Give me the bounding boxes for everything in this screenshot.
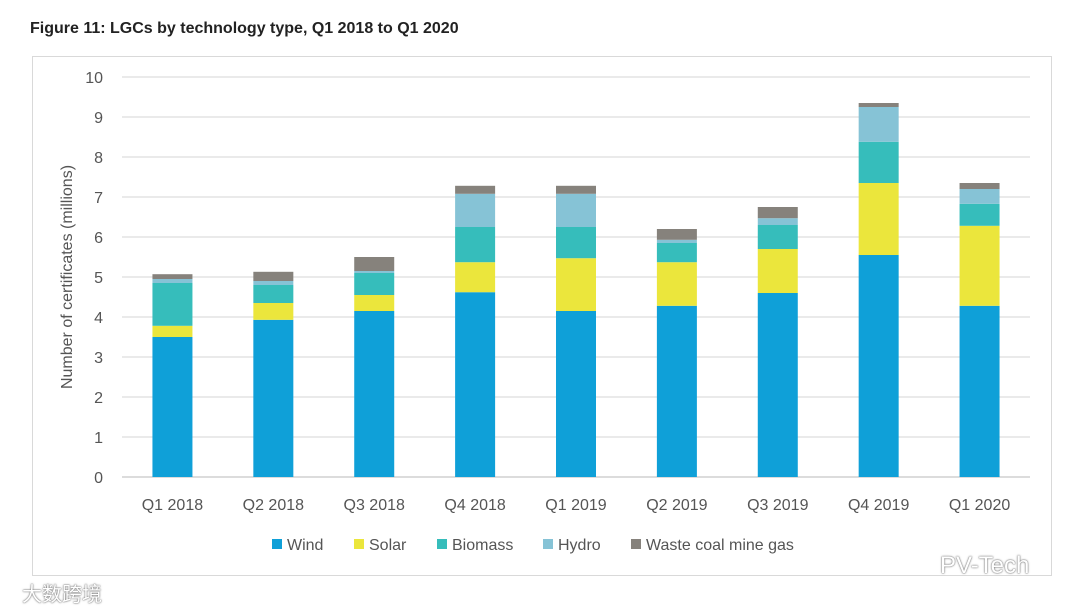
bar-segment-hydro: [959, 189, 1000, 204]
bar-segment-wind: [556, 311, 596, 477]
x-tick-label: Q4 2019: [848, 497, 909, 514]
x-tick-label: Q1 2019: [545, 497, 606, 514]
x-tick-label: Q3 2018: [344, 497, 405, 514]
bar-segment-wind: [959, 305, 1000, 477]
legend-swatch: [354, 539, 364, 549]
bar-segment-waste-coal-mine-gas: [959, 183, 1000, 189]
bar-segment-solar: [253, 303, 294, 320]
bar-segment-waste-coal-mine-gas: [858, 103, 899, 107]
watermark-left: 大数跨境: [22, 584, 102, 606]
bar-segment-waste-coal-mine-gas: [656, 229, 697, 240]
bar-segment-solar: [757, 249, 798, 293]
legend-swatch: [543, 539, 553, 549]
x-tick-label: Q2 2018: [243, 497, 304, 514]
legend-swatch: [272, 539, 282, 549]
bar-segment-biomass: [354, 273, 395, 295]
legend-label: Biomass: [452, 537, 513, 554]
bar-segment-biomass: [152, 283, 193, 326]
x-tick-label: Q3 2019: [747, 497, 808, 514]
bar-segment-waste-coal-mine-gas: [556, 185, 596, 194]
bar-segment-wind: [656, 305, 697, 477]
bar-segment-biomass: [455, 227, 496, 263]
y-tick-label: 10: [85, 70, 103, 87]
legend-swatch: [437, 539, 447, 549]
bar-segment-solar: [354, 295, 395, 311]
legend-label: Solar: [369, 537, 407, 554]
y-tick-label: 3: [94, 350, 103, 367]
bar-segment-waste-coal-mine-gas: [152, 274, 193, 279]
bar-segment-solar: [455, 262, 496, 293]
bar-segment-hydro: [858, 107, 899, 142]
bar-segment-wind: [858, 255, 899, 477]
x-tick-label: Q4 2018: [444, 497, 505, 514]
bar-segment-wind: [152, 337, 193, 477]
bar-segment-wind: [757, 293, 798, 477]
bar-segment-waste-coal-mine-gas: [354, 257, 395, 271]
bar-segment-wind: [253, 319, 294, 477]
bar-segment-biomass: [656, 243, 697, 263]
x-tick-label: Q2 2019: [646, 497, 707, 514]
bar-segment-biomass: [757, 225, 798, 249]
bar-segment-hydro: [656, 239, 697, 243]
y-tick-label: 5: [94, 270, 103, 287]
bar-segment-wind: [354, 311, 395, 477]
bar-segment-solar: [556, 258, 596, 311]
x-tick-label: Q1 2018: [142, 497, 203, 514]
chart-title: Figure 11: LGCs by technology type, Q1 2…: [30, 20, 459, 37]
y-tick-label: 9: [94, 110, 103, 127]
legend-label: Hydro: [558, 537, 601, 554]
legend-label: Waste coal mine gas: [646, 537, 794, 554]
y-tick-label: 8: [94, 150, 103, 167]
watermark-right: PV-Tech: [940, 552, 1030, 579]
bar-segment-solar: [858, 183, 899, 255]
y-tick-label: 0: [94, 470, 103, 487]
bar-segment-hydro: [556, 193, 596, 227]
bar-segment-waste-coal-mine-gas: [757, 207, 798, 219]
bar-segment-waste-coal-mine-gas: [253, 271, 294, 281]
bar-segment-biomass: [253, 285, 294, 303]
bar-segment-biomass: [959, 203, 1000, 226]
bar-segment-hydro: [152, 279, 193, 283]
bar-segment-biomass: [858, 141, 899, 183]
y-tick-label: 7: [94, 190, 103, 207]
bar-segment-hydro: [253, 281, 294, 285]
bar-segment-wind: [455, 292, 496, 477]
y-tick-label: 2: [94, 390, 103, 407]
bar-segment-solar: [959, 225, 1000, 306]
bar-segment-solar: [152, 325, 193, 337]
legend-label: Wind: [287, 537, 323, 554]
y-tick-label: 4: [94, 310, 103, 327]
bar-segment-hydro: [354, 271, 395, 273]
bar-segment-hydro: [757, 218, 798, 225]
x-tick-label: Q1 2020: [949, 497, 1010, 514]
y-axis-label: Number of certificates (millions): [59, 165, 76, 389]
chart-frame: [32, 56, 1052, 576]
bar-segment-biomass: [556, 227, 596, 259]
legend-swatch: [631, 539, 641, 549]
y-tick-label: 1: [94, 430, 103, 447]
bar-segment-hydro: [455, 193, 496, 227]
bar-segment-waste-coal-mine-gas: [455, 185, 496, 194]
bar-segment-solar: [656, 262, 697, 306]
y-tick-label: 6: [94, 230, 103, 247]
